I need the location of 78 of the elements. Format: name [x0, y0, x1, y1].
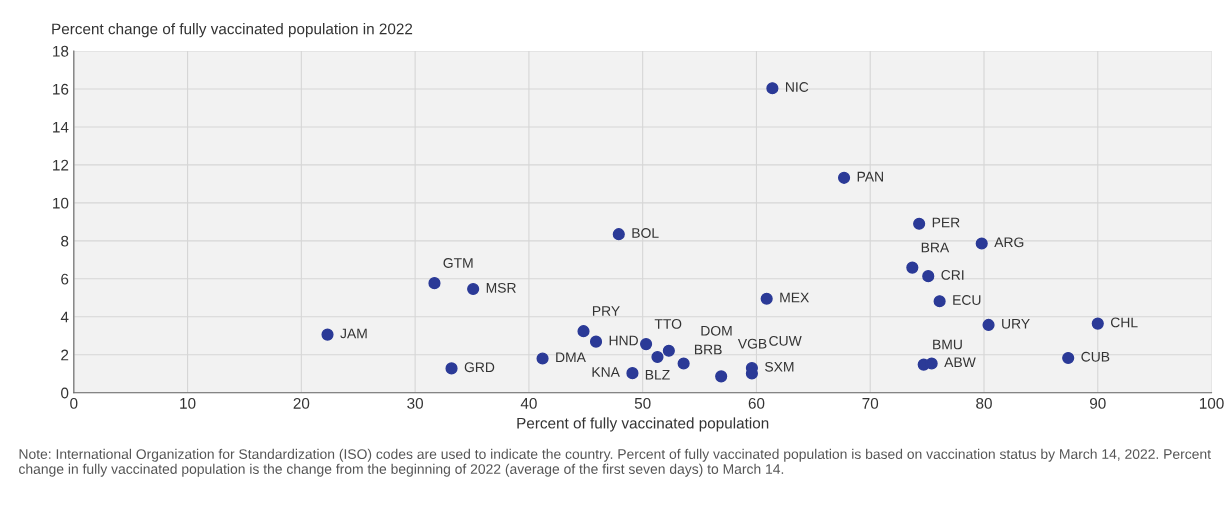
- annotation: PER: [932, 217, 960, 228]
- annotation: MSR: [486, 282, 516, 293]
- annotation: VGB: [737, 338, 767, 349]
- annotation: NIC: [786, 82, 809, 92]
- point: [715, 370, 728, 383]
- annotation: CHL: [1110, 317, 1138, 328]
- point: [837, 171, 851, 184]
- annotation: BRB: [694, 344, 722, 355]
- point: [766, 82, 779, 95]
- x-tick-label: 40: [520, 397, 537, 409]
- annotation: ABW: [944, 357, 976, 368]
- point: [1091, 317, 1104, 330]
- y-axis-title: Percent change of fully vaccinated population in 2022: [52, 23, 413, 38]
- y-tick-label: 4: [60, 311, 69, 323]
- x-axis-title: Percent of fully vaccinated population: [517, 417, 769, 432]
- point: [913, 217, 926, 230]
- y-tick-label: 18: [53, 45, 69, 57]
- annotation: BOL: [632, 228, 659, 238]
- point: [975, 237, 988, 250]
- point: [677, 357, 690, 370]
- annotation: GTM: [443, 258, 473, 268]
- annotation: CRI: [941, 270, 964, 280]
- point: [982, 318, 995, 332]
- annotation: HND: [609, 335, 638, 346]
- x-tick-label: 30: [407, 397, 424, 409]
- x-tick-label: 90: [1090, 397, 1106, 409]
- annotation: PRY: [592, 306, 620, 316]
- point: [536, 352, 549, 365]
- annotation: DMA: [556, 352, 586, 363]
- annotation: SXM: [765, 361, 794, 372]
- y-tick-label: 14: [53, 121, 69, 133]
- point: [906, 261, 919, 274]
- x-tick-label: 50: [634, 397, 651, 409]
- annotation: KNA: [592, 367, 620, 377]
- x-tick-label: 0: [70, 397, 78, 409]
- point: [626, 367, 639, 380]
- point: [651, 350, 664, 364]
- annotation: ARG: [994, 237, 1024, 248]
- point: [577, 325, 590, 338]
- annotation: BMU: [933, 339, 962, 350]
- x-tick-label: 80: [976, 397, 992, 409]
- y-tick-label: 8: [61, 235, 69, 247]
- annotation: JAM: [340, 328, 367, 339]
- annotation: ECU: [953, 295, 981, 305]
- point: [612, 228, 625, 241]
- y-tick-label: 6: [61, 273, 69, 285]
- annotation: GRD: [464, 362, 495, 373]
- point: [428, 277, 441, 290]
- point: [467, 282, 480, 296]
- point: [445, 362, 458, 375]
- y-tick-label: 2: [61, 349, 69, 361]
- x-tick-label: 100: [1199, 397, 1224, 409]
- x-tick-label: 20: [293, 397, 310, 409]
- y-tick-label: 0: [61, 387, 69, 399]
- text: Note: International Organization for Standardization (ISO) codes are used to indicate the country. Percent of fully vaccinated population is based on vaccination status by March 14, 2022. Percent change in fully vaccinated population is the change from the beginning of 2022 (average of the first seven days) to March 14.: [19, 448, 1211, 477]
- annotation: DOM: [701, 325, 732, 336]
- annotation: CUW: [769, 335, 802, 346]
- point: [321, 328, 334, 341]
- y-tick-label: 12: [53, 159, 69, 171]
- point: [922, 270, 935, 283]
- point: [1062, 351, 1075, 365]
- x-tick-label: 70: [862, 397, 879, 409]
- annotation: BRA: [921, 242, 950, 253]
- point: [933, 295, 946, 308]
- annotation: MEX: [780, 292, 809, 303]
- point: [640, 338, 653, 351]
- point: [760, 292, 773, 305]
- annotation: TTO: [654, 319, 682, 329]
- annotation: PAN: [857, 171, 883, 182]
- annotation: BLZ: [645, 370, 670, 380]
- point: [589, 335, 603, 348]
- point: [662, 344, 675, 357]
- x-tick-label: 10: [180, 397, 196, 409]
- y-tick-label: 10: [53, 197, 69, 209]
- annotation: CUB: [1081, 351, 1110, 362]
- y-tick-label: 16: [53, 83, 69, 95]
- annotation: URY: [1002, 318, 1030, 329]
- x-tick-label: 60: [748, 397, 765, 409]
